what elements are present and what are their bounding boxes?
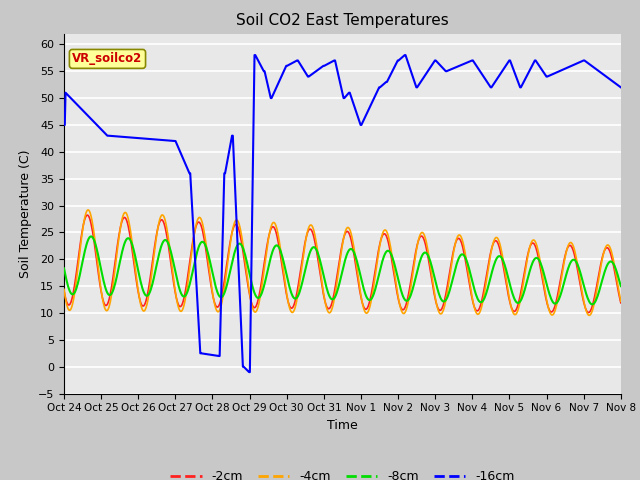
Title: Soil CO2 East Temperatures: Soil CO2 East Temperatures: [236, 13, 449, 28]
Legend: -2cm, -4cm, -8cm, -16cm: -2cm, -4cm, -8cm, -16cm: [165, 465, 520, 480]
Y-axis label: Soil Temperature (C): Soil Temperature (C): [19, 149, 33, 278]
Text: VR_soilco2: VR_soilco2: [72, 52, 143, 65]
X-axis label: Time: Time: [327, 419, 358, 432]
